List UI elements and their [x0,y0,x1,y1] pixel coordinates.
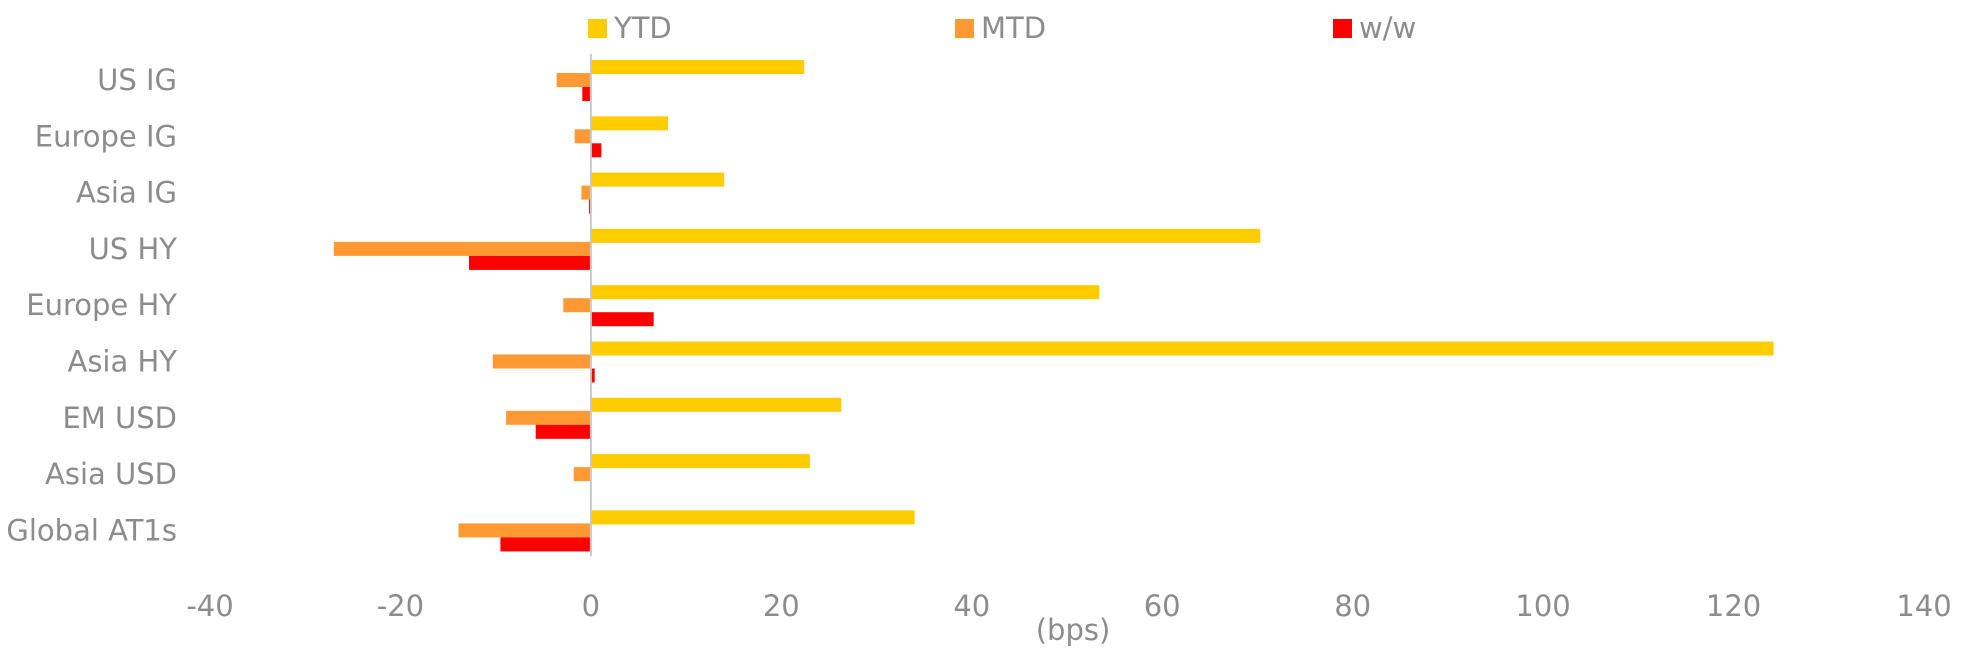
bar-ww-us-ig [582,87,591,101]
bar-ww-em-usd [535,424,591,439]
x-tick-label: -20 [377,589,424,623]
legend-swatch-ww [1333,19,1352,38]
x-tick-label: 140 [1896,589,1951,623]
bar-ww-europe-ig [590,143,602,158]
x-tick-label: 0 [582,589,600,623]
category-label: Asia HY [67,345,177,379]
bars [333,60,1774,552]
category-label: Asia IG [76,176,177,210]
x-tick-label: 20 [763,589,800,623]
bar-ytd-asia-ig [590,172,725,187]
bar-mtd-us-ig [556,73,591,87]
legend-swatch-mtd [955,19,974,38]
x-tick-labels: -40 -20 0 20 40 60 80 100 120 140 [186,589,1951,623]
bar-mtd-us-hy [333,241,591,256]
x-tick-label: 60 [1144,589,1181,623]
x-axis-title: (bps) [1036,613,1111,647]
bar-ytd-em-usd [590,397,842,412]
bar-ytd-us-hy [590,228,1261,243]
legend-label-mtd: MTD [981,11,1046,45]
bar-ww-us-hy [469,255,591,270]
bar-mtd-asia-ig [581,185,591,200]
bar-ytd-us-ig [590,60,805,74]
bar-ww-global-at1s [500,537,591,552]
category-labels: US IG Europe IG Asia IG US HY Europe HY Asia … [6,63,177,547]
category-label: Europe HY [26,288,177,322]
bar-mtd-em-usd [506,410,591,425]
bar-mtd-asia-hy [492,354,591,369]
category-label: US IG [97,63,177,97]
x-tick-label: 100 [1515,589,1570,623]
x-tick-label: 80 [1334,589,1371,623]
legend-swatch-ytd [588,19,607,38]
bar-mtd-global-at1s [458,523,591,538]
category-label: Global AT1s [6,513,177,547]
bar-ytd-asia-hy [590,341,1774,356]
bar-mtd-europe-hy [563,298,591,313]
x-tick-label: 40 [953,589,990,623]
category-label: Europe IG [35,119,177,153]
bar-mtd-asia-usd [573,467,591,482]
category-label: Asia USD [45,457,177,491]
bar-ytd-europe-hy [590,285,1100,300]
legend-label-ytd: YTD [613,11,672,45]
bar-mtd-europe-ig [574,129,591,144]
x-tick-label: -40 [186,589,233,623]
category-label: EM USD [62,401,177,435]
category-label: US HY [89,232,178,266]
bar-ww-europe-hy [590,312,654,327]
legend: YTD MTD w/w [588,11,1416,45]
bar-ytd-europe-ig [590,116,668,131]
bar-ytd-asia-usd [590,454,810,469]
x-tick-label: 120 [1706,589,1761,623]
legend-label-ww: w/w [1359,11,1416,45]
bar-ww-asia-hy [590,368,595,383]
bar-ytd-global-at1s [590,510,915,525]
